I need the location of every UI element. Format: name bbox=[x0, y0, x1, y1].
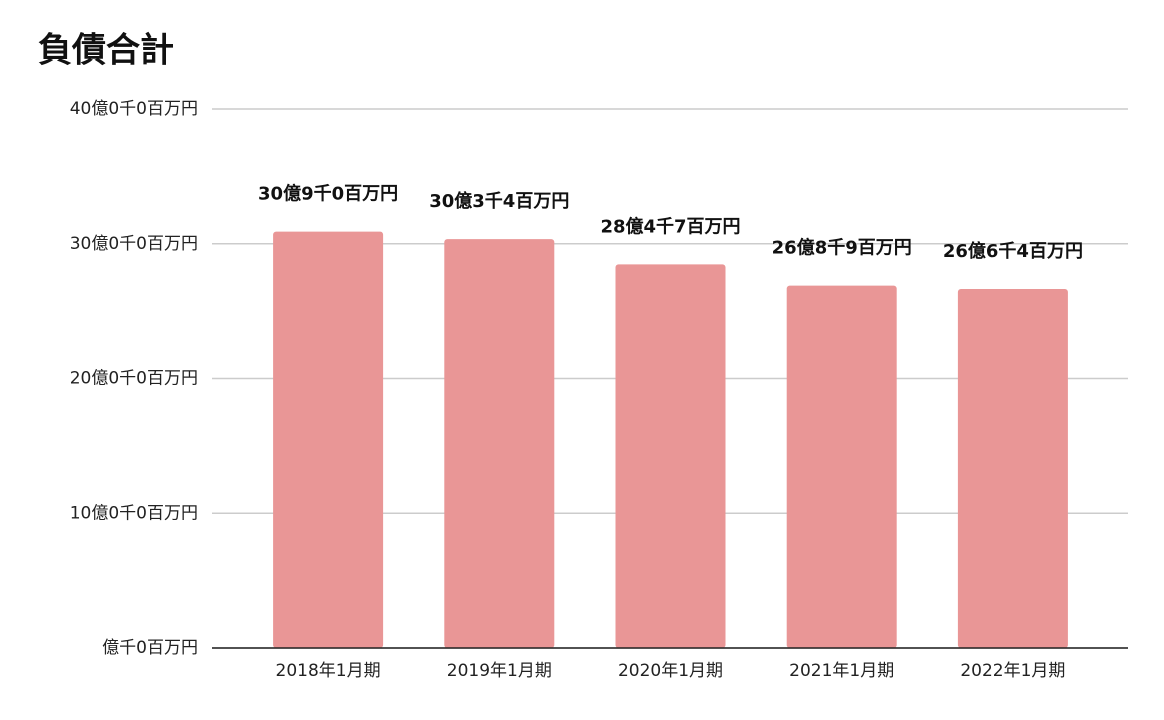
data-label: 30億3千4百万円 bbox=[429, 190, 569, 212]
y-tick-label: 20億0千0百万円 bbox=[70, 369, 198, 389]
x-tick-label: 2021年1月期 bbox=[789, 661, 894, 681]
x-tick-label: 2020年1月期 bbox=[618, 661, 723, 681]
data-label: 26億8千9百万円 bbox=[772, 237, 912, 259]
data-label: 26億6千4百万円 bbox=[943, 240, 1083, 262]
y-tick-label: 40億0千0百万円 bbox=[70, 99, 198, 119]
y-tick-label: 10億0千0百万円 bbox=[70, 503, 198, 523]
y-tick-label: 30億0千0百万円 bbox=[70, 234, 198, 254]
bar bbox=[786, 285, 897, 648]
x-tick-label: 2019年1月期 bbox=[447, 661, 552, 681]
x-tick-label: 2022年1月期 bbox=[960, 661, 1065, 681]
data-label: 28億4千7百万円 bbox=[600, 215, 740, 237]
bar bbox=[273, 231, 384, 648]
x-tick-label: 2018年1月期 bbox=[276, 661, 381, 681]
data-label: 30億9千0百万円 bbox=[258, 183, 398, 205]
y-tick-label: 億千0百万円 bbox=[102, 638, 198, 658]
chart-title: 負債合計 bbox=[38, 31, 174, 71]
bar bbox=[444, 239, 555, 648]
bar bbox=[957, 289, 1068, 648]
bar bbox=[615, 264, 726, 648]
